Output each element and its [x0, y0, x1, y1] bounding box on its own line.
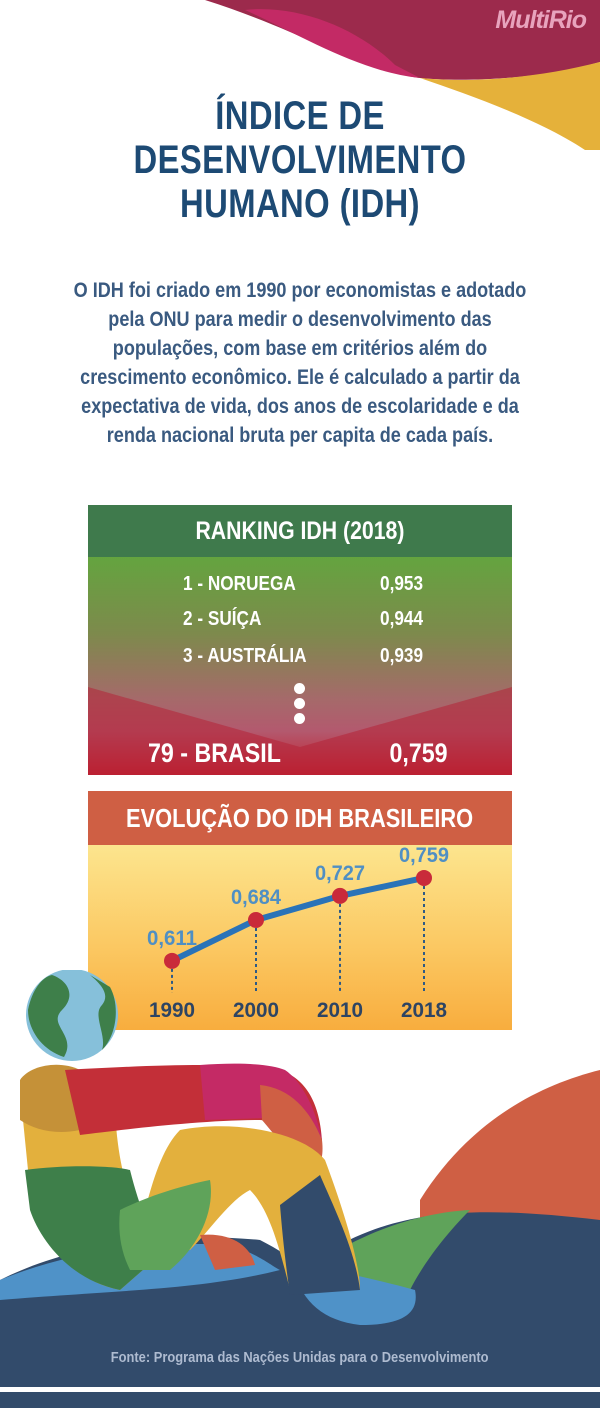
chart-area: 0,611 0,684 0,727 0,759 1990 2000 2010 2018: [88, 845, 512, 1030]
person-holding-globe-illustration: [0, 970, 600, 1408]
intro-paragraph: O IDH foi criado em 1990 por economistas…: [59, 276, 541, 450]
ranking-row: 1 - NORUEGA 0,953: [183, 570, 423, 598]
x-tick-label: 2010: [317, 999, 363, 1022]
multirio-logo: MultiRio: [495, 6, 587, 34]
footer-divider: [0, 1387, 600, 1392]
source-credit: Fonte: Programa das Nações Unidas para o…: [111, 1349, 489, 1366]
intro-line: expectativa de vida, dos anos de escolar…: [81, 395, 519, 418]
ranking-row: 3 - AUSTRÁLIA 0,939: [183, 642, 423, 670]
data-label: 0,611: [147, 927, 197, 950]
ellipsis-dot: [294, 713, 305, 724]
x-tick-label: 1990: [149, 999, 195, 1022]
intro-line: pela ONU para medir o desenvolvimento da…: [108, 308, 492, 331]
evolution-panel: EVOLUÇÃO DO IDH BRASILEIRO 0,611 0,684 0,7…: [88, 791, 512, 1030]
data-point: [332, 887, 348, 904]
intro-line: O IDH foi criado em 1990 por economistas…: [73, 279, 527, 302]
data-point: [416, 869, 432, 886]
x-tick-label: 2018: [401, 999, 447, 1022]
ranking-value: 0,944: [379, 608, 423, 630]
ranking-country: 79 - BRASIL: [148, 738, 281, 768]
ranking-chevron-overlay: [88, 687, 512, 775]
intro-line: populações, com base em critérios além d…: [112, 337, 488, 360]
series-line: [170, 875, 425, 964]
title-line: DESENVOLVIMENTO: [133, 138, 467, 182]
ranking-country: 2 - SUÍÇA: [183, 608, 262, 630]
data-label: 0,759: [399, 845, 449, 867]
ellipsis-dot: [294, 698, 305, 709]
intro-line: renda nacional bruta per capita de cada …: [106, 424, 494, 447]
data-label: 0,727: [315, 862, 365, 885]
ranking-panel: RANKING IDH (2018) 1 - NORUEGA 0,953 2 -…: [88, 505, 512, 775]
ranking-value: 0,939: [379, 645, 423, 667]
line-chart: 0,611 0,684 0,727 0,759 1990 2000 2010 2018: [147, 845, 449, 1022]
ranking-country: 3 - AUSTRÁLIA: [183, 645, 307, 667]
top-wave-decoration: [205, 0, 600, 150]
page-title: ÍNDICE DE DESENVOLVIMENTO HUMANO (IDH): [54, 94, 546, 226]
x-tick-label: 2000: [233, 999, 279, 1022]
ranking-value: 0,953: [379, 573, 423, 595]
data-point: [248, 911, 264, 928]
data-label: 0,684: [231, 886, 281, 909]
title-line: ÍNDICE DE: [215, 94, 385, 138]
title-line: HUMANO (IDH): [180, 182, 420, 226]
ranking-row: 2 - SUÍÇA 0,944: [183, 605, 423, 633]
intro-line: crescimento econômico. Ele é calculado a…: [80, 366, 520, 389]
ranking-title: RANKING IDH (2018): [88, 505, 512, 557]
ranking-value: 0,759: [389, 738, 448, 768]
ellipsis-dot: [294, 683, 305, 694]
ranking-country: 1 - NORUEGA: [183, 573, 296, 595]
ranking-brasil-row: 79 - BRASIL 0,759: [148, 735, 448, 771]
data-point: [164, 952, 180, 969]
chart-title: EVOLUÇÃO DO IDH BRASILEIRO: [88, 791, 512, 845]
